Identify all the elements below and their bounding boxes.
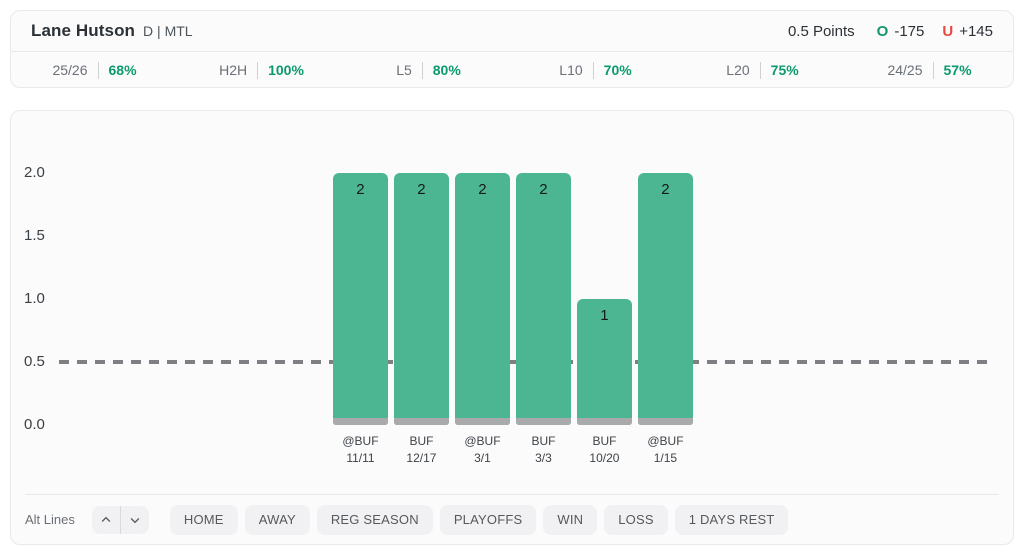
stat-separator	[257, 61, 259, 79]
game-bar: 2	[332, 173, 389, 425]
x-axis-game-label: BUF 3/3	[531, 434, 556, 465]
bar-base-strip	[515, 418, 572, 425]
player-header: Lane Hutson D | MTL 0.5 Points O -175 U …	[11, 11, 1013, 51]
stat-value: 68%	[108, 62, 137, 78]
stat-value: 57%	[943, 62, 972, 78]
hit-rate-stats-row: 25/26 68% H2H 100% L5 80% L10 70% L20 75…	[11, 52, 1013, 88]
points-bar-chart: 2.0 1.5 1.0 0.5 0.0 2 @BUF 11/11 2 BUF 12/17 2 @BUF 3…	[11, 111, 1013, 494]
stat-separator	[932, 61, 934, 79]
under-icon: U	[942, 22, 954, 40]
filter-button-1-days-rest[interactable]: 1 DAYS REST	[674, 504, 789, 535]
game-bar: 2	[393, 173, 450, 425]
game-bar: 2	[454, 173, 511, 425]
stat-separator	[421, 61, 423, 79]
stat-label: 24/25	[887, 62, 923, 78]
chart-filter-row: Alt Lines HOME AWAY REG SEASON PLAYOFFS WIN L…	[11, 495, 1013, 544]
x-axis-game-label: @BUF 1/15	[647, 434, 684, 465]
filter-button-reg-season[interactable]: REG SEASON	[316, 504, 433, 535]
stat-label: L20	[726, 62, 750, 78]
over-odds-button[interactable]: O -175	[877, 23, 925, 40]
stat-separator	[97, 61, 99, 79]
bar-value-label: 1	[600, 307, 609, 324]
bar-base-strip	[454, 418, 511, 425]
y-axis-tick-label: 1.5	[24, 227, 45, 244]
stat-label: 25/26	[52, 62, 88, 78]
bar-base-strip	[332, 418, 389, 425]
filter-button-win[interactable]: WIN	[543, 504, 598, 535]
stat-season-2526: 25/26 68%	[11, 61, 178, 79]
stat-last20: L20 75%	[679, 61, 846, 79]
stat-value: 75%	[770, 62, 799, 78]
stat-value: 80%	[432, 62, 461, 78]
x-axis-game-label: BUF 10/20	[589, 434, 620, 465]
alt-lines-label: Alt Lines	[25, 512, 75, 527]
x-axis-game-label: @BUF 11/11	[342, 434, 379, 465]
bar-value-label: 2	[478, 181, 487, 198]
filter-buttons-group: HOME AWAY REG SEASON PLAYOFFS WIN LOSS 1 DAYS …	[169, 504, 789, 535]
filter-button-loss[interactable]: LOSS	[604, 504, 668, 535]
prop-line-label: 0.5 Points	[787, 22, 855, 40]
header-divider	[11, 51, 1013, 52]
y-axis-tick-label: 0.5	[24, 353, 45, 370]
filter-button-away[interactable]: AWAY	[244, 504, 310, 535]
stat-separator	[592, 61, 594, 79]
over-odds-value: -175	[894, 22, 925, 40]
game-bar: 2	[637, 173, 694, 425]
x-axis-game-label: @BUF 3/1	[464, 434, 501, 465]
odds-block: 0.5 Points O -175 U +145	[788, 23, 993, 40]
bar-value-label: 2	[356, 181, 365, 198]
stat-value: 100%	[268, 62, 304, 78]
stat-season-2425: 24/25 57%	[846, 61, 1013, 79]
stat-last5: L5 80%	[345, 61, 512, 79]
y-axis-tick-label: 0.0	[24, 416, 45, 433]
y-axis-tick-label: 1.0	[24, 290, 45, 307]
player-position-team: D | MTL	[143, 23, 193, 39]
stat-value: 70%	[603, 62, 632, 78]
bar-value-label: 2	[417, 181, 426, 198]
stat-label: H2H	[219, 62, 248, 78]
alt-line-down-button[interactable]	[121, 506, 149, 534]
under-odds-button[interactable]: U +145	[942, 23, 993, 40]
y-axis-tick-label: 2.0	[24, 164, 45, 181]
bar-value-label: 2	[661, 181, 670, 198]
chart-footer-divider	[25, 494, 999, 495]
under-odds-value: +145	[959, 22, 993, 40]
alt-line-up-button[interactable]	[92, 506, 120, 534]
bar-base-strip	[637, 418, 694, 425]
stepper-divider	[119, 505, 121, 534]
x-axis-game-label: BUF 12/17	[406, 434, 437, 465]
stat-h2h: H2H 100%	[178, 61, 345, 79]
stat-label: L10	[559, 62, 583, 78]
stat-last10: L10 70%	[512, 61, 679, 79]
bar-value-label: 2	[539, 181, 548, 198]
game-log-chart-card: 2.0 1.5 1.0 0.5 0.0 2 @BUF 11/11 2 BUF 12/17 2 @BUF 3…	[10, 110, 1014, 545]
game-bar: 2	[515, 173, 572, 425]
bar-base-strip	[576, 418, 633, 425]
bar-base-strip	[393, 418, 450, 425]
alt-lines-stepper	[91, 505, 149, 534]
game-bar: 1	[576, 299, 633, 425]
stat-label: L5	[396, 62, 412, 78]
chevron-down-icon	[130, 517, 140, 523]
player-prop-card: Lane Hutson D | MTL 0.5 Points O -175 U …	[10, 10, 1014, 88]
filter-button-playoffs[interactable]: PLAYOFFS	[439, 504, 537, 535]
over-icon: O	[876, 22, 889, 40]
filter-button-home[interactable]: HOME	[169, 504, 238, 535]
player-name: Lane Hutson	[31, 21, 136, 40]
player-identity: Lane Hutson D | MTL	[31, 21, 193, 41]
stat-separator	[759, 61, 761, 79]
chevron-up-icon	[101, 516, 111, 522]
